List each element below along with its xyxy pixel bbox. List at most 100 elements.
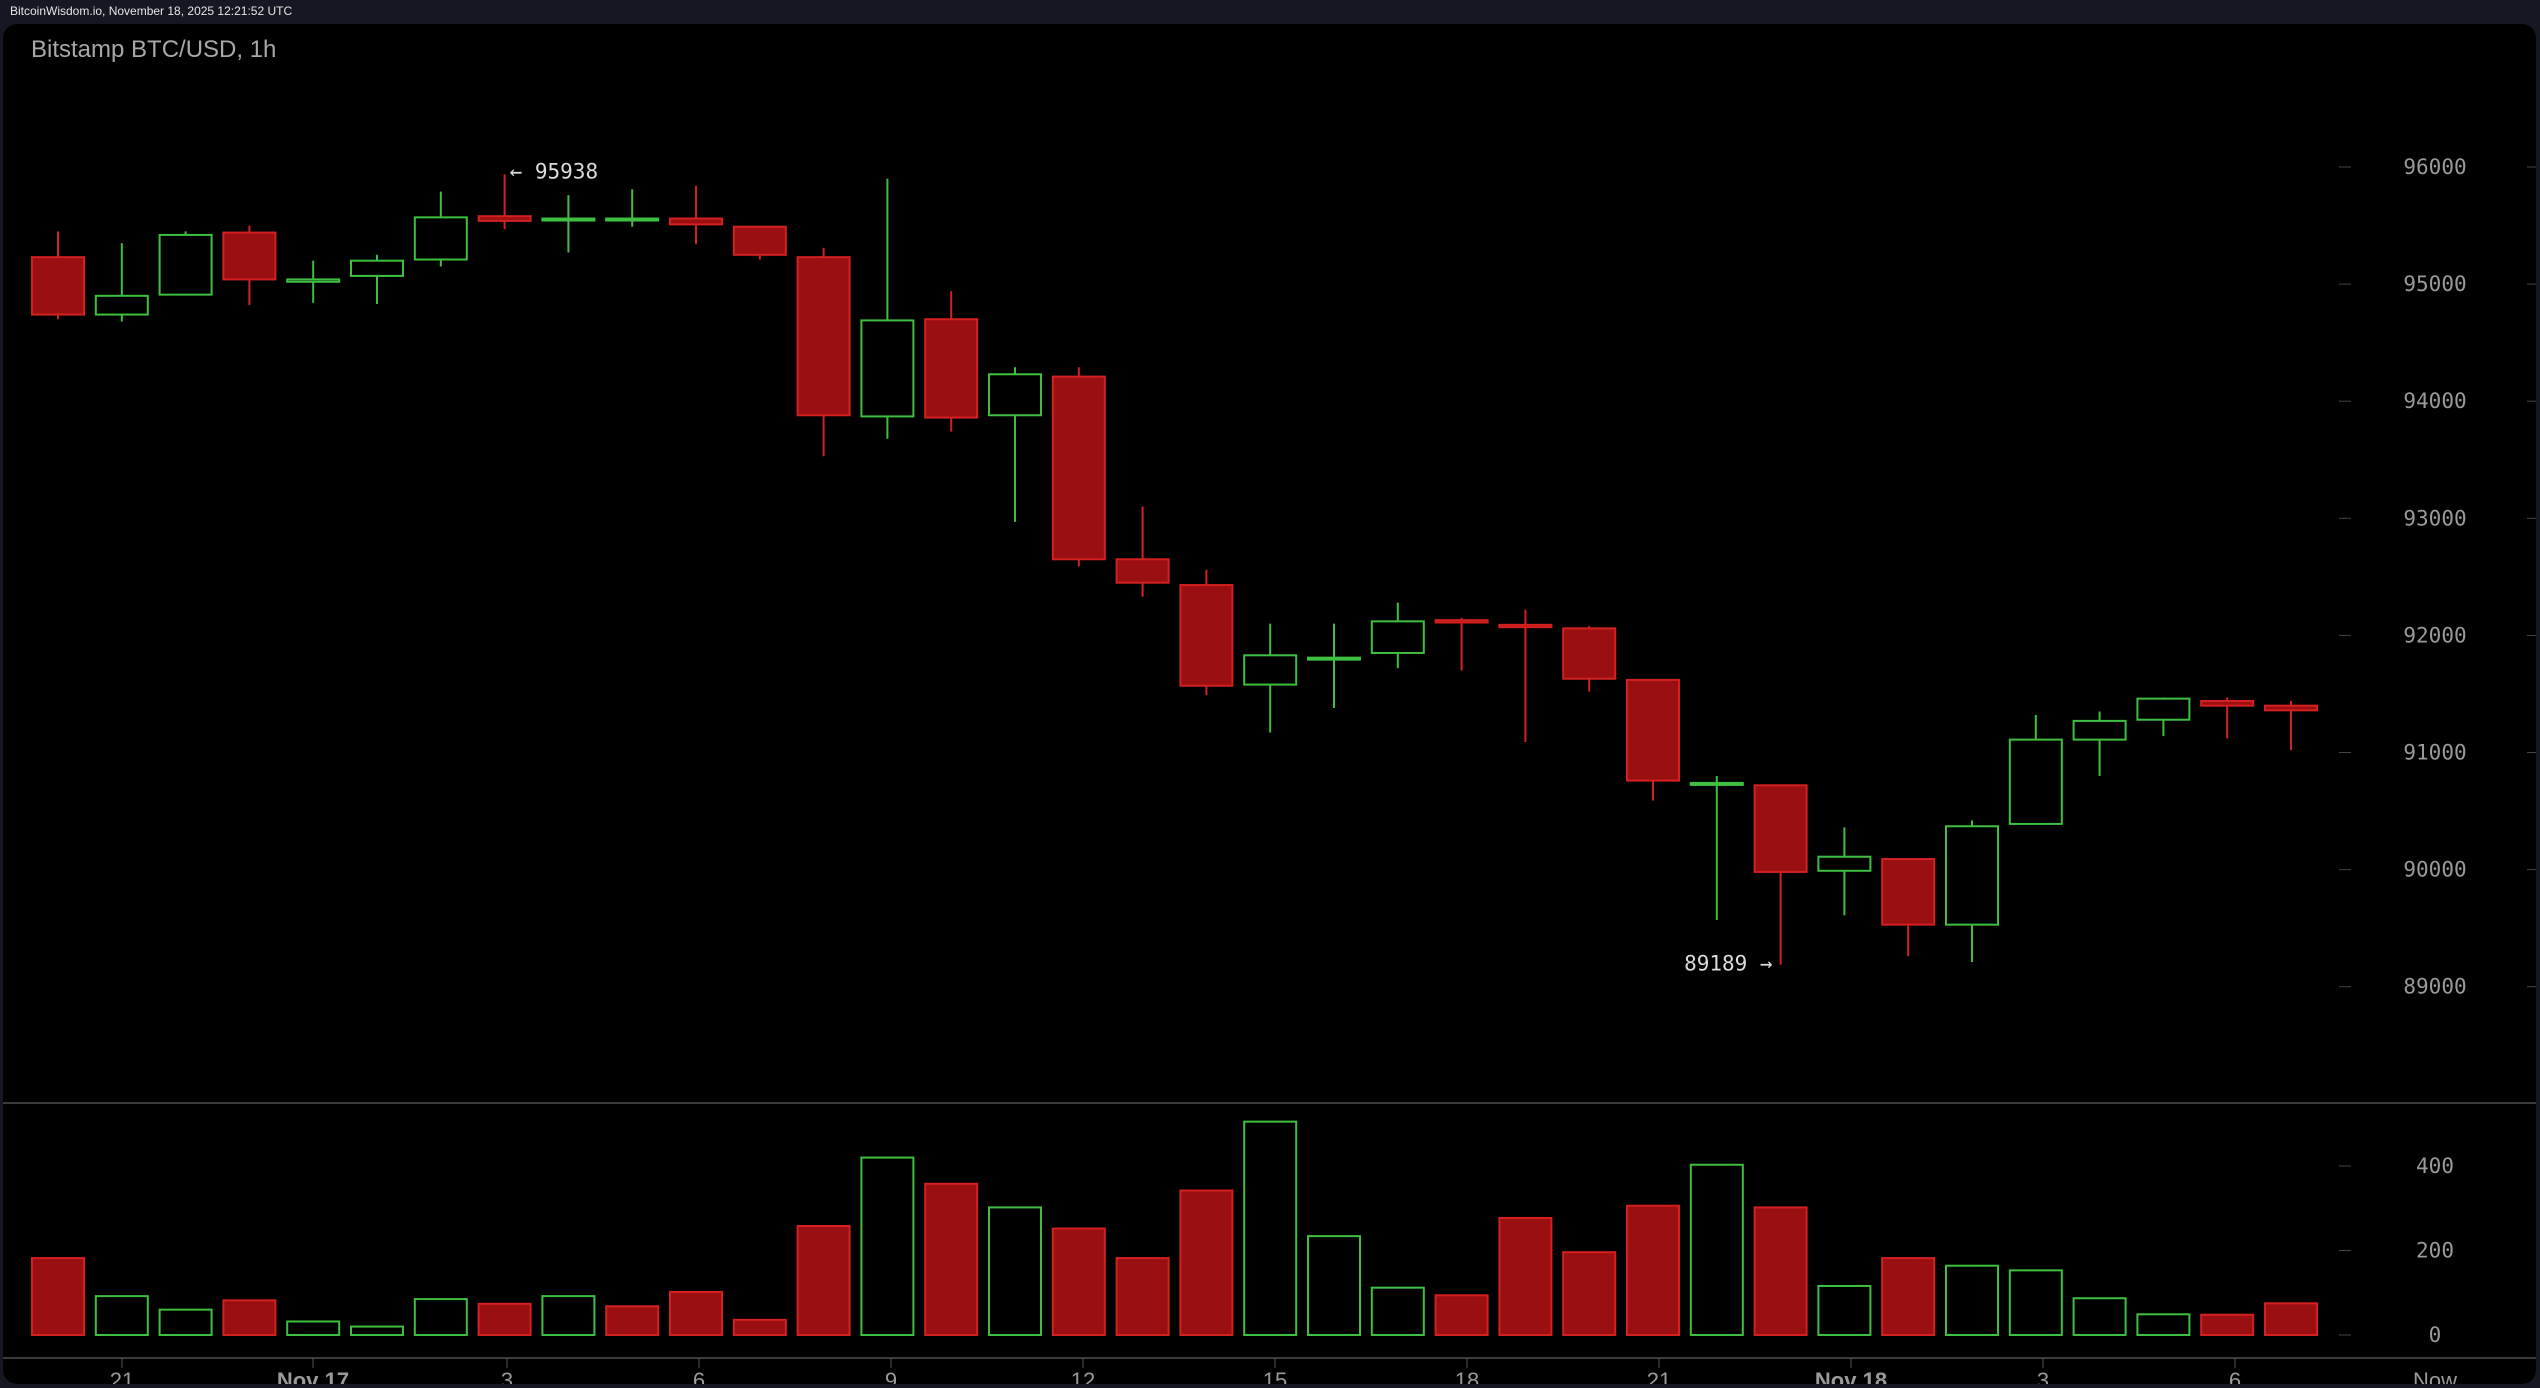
volume-bar[interactable] bbox=[605, 1305, 660, 1337]
candle[interactable] bbox=[94, 243, 149, 322]
volume-axis-label: 0 bbox=[2429, 1323, 2442, 1347]
high-annotation: ← 95938 bbox=[510, 159, 599, 183]
price-axis-label: 94000 bbox=[2403, 389, 2466, 413]
volume-bar[interactable] bbox=[1115, 1257, 1170, 1336]
candle[interactable] bbox=[350, 254, 404, 305]
volume-bar[interactable] bbox=[1753, 1206, 1808, 1337]
time-axis-label: 21 bbox=[110, 1368, 134, 1384]
volume-bar[interactable] bbox=[732, 1318, 787, 1337]
candle[interactable] bbox=[669, 185, 723, 245]
candle[interactable] bbox=[1881, 858, 1936, 957]
volume-bar[interactable] bbox=[2008, 1269, 2063, 1337]
candle[interactable] bbox=[1051, 367, 1106, 567]
time-axis-label: 15 bbox=[1263, 1368, 1287, 1384]
volume-bar[interactable] bbox=[1370, 1286, 1425, 1337]
candle[interactable] bbox=[1115, 506, 1170, 597]
candle[interactable] bbox=[222, 225, 277, 306]
candle[interactable] bbox=[286, 260, 341, 303]
volume-bar[interactable] bbox=[2136, 1313, 2191, 1336]
time-axis-label: 6 bbox=[2229, 1368, 2241, 1384]
time-axis-label: Nov 17 bbox=[277, 1368, 349, 1384]
time-axis-label: 3 bbox=[501, 1368, 513, 1384]
chart-title: Bitstamp BTC/USD, 1h bbox=[31, 36, 277, 63]
candle[interactable] bbox=[1626, 678, 1680, 801]
low-annotation: 89189 → bbox=[1684, 952, 1773, 976]
volume-bar[interactable] bbox=[350, 1325, 404, 1337]
volume-bar[interactable] bbox=[860, 1156, 915, 1337]
candle[interactable] bbox=[1243, 623, 1298, 733]
time-axis-label: 9 bbox=[885, 1368, 897, 1384]
candle[interactable] bbox=[413, 191, 468, 267]
candle[interactable] bbox=[1945, 820, 1999, 963]
candle[interactable] bbox=[1562, 626, 1617, 692]
candle[interactable] bbox=[477, 174, 532, 230]
candle[interactable] bbox=[31, 231, 85, 320]
volume-bar[interactable] bbox=[669, 1290, 723, 1337]
candle[interactable] bbox=[796, 247, 851, 457]
volume-bar[interactable] bbox=[222, 1299, 277, 1336]
time-axis-label: 12 bbox=[1071, 1368, 1095, 1384]
time-axis-label: 6 bbox=[693, 1368, 705, 1384]
price-axis-label: 89000 bbox=[2403, 975, 2466, 999]
volume-bar[interactable] bbox=[796, 1224, 851, 1336]
time-axis-label: Now bbox=[2413, 1368, 2457, 1384]
volume-bar[interactable] bbox=[1243, 1120, 1298, 1336]
volume-bar[interactable] bbox=[1562, 1251, 1617, 1336]
volume-axis-label: 200 bbox=[2416, 1239, 2454, 1263]
candle[interactable] bbox=[988, 367, 1042, 522]
candle[interactable] bbox=[541, 195, 596, 253]
volume-bar[interactable] bbox=[477, 1302, 532, 1336]
volume-bar[interactable] bbox=[924, 1182, 979, 1336]
time-axis-label: 3 bbox=[2037, 1368, 2049, 1384]
volume-bar[interactable] bbox=[1689, 1163, 1744, 1337]
volume-bar[interactable] bbox=[158, 1308, 213, 1337]
candle[interactable] bbox=[732, 225, 787, 260]
candle[interactable] bbox=[1498, 609, 1553, 742]
volume-bar[interactable] bbox=[2264, 1302, 2318, 1336]
candle[interactable] bbox=[1753, 784, 1808, 965]
candle[interactable] bbox=[1307, 623, 1361, 709]
volume-bar[interactable] bbox=[2200, 1313, 2255, 1336]
candle[interactable] bbox=[1179, 569, 1234, 696]
volume-bar[interactable] bbox=[1179, 1189, 1234, 1336]
volume-bar[interactable] bbox=[1945, 1264, 1999, 1336]
price-axis-label: 92000 bbox=[2403, 623, 2466, 647]
candle[interactable] bbox=[1370, 602, 1425, 669]
volume-bar[interactable] bbox=[1434, 1294, 1489, 1337]
volume-bar[interactable] bbox=[1307, 1235, 1361, 1337]
volume-bar[interactable] bbox=[413, 1298, 468, 1337]
volume-bar[interactable] bbox=[541, 1295, 596, 1337]
price-axis-label: 95000 bbox=[2403, 272, 2466, 296]
time-axis-label: 21 bbox=[1647, 1368, 1671, 1384]
time-axis-label: Nov 18 bbox=[1815, 1368, 1887, 1384]
chart-panel: Bitstamp BTC/USD, 1h 89000 90000 91000 9200… bbox=[3, 24, 2536, 1384]
price-volume-chart[interactable]: 8900090000910009200093000940009500096000… bbox=[3, 24, 2536, 1384]
candle[interactable] bbox=[924, 291, 979, 432]
candle[interactable] bbox=[2264, 700, 2318, 751]
price-axis-label: 96000 bbox=[2403, 155, 2466, 179]
candle[interactable] bbox=[1434, 617, 1489, 671]
candle[interactable] bbox=[2136, 697, 2191, 737]
candle[interactable] bbox=[1689, 775, 1744, 920]
candle[interactable] bbox=[860, 178, 915, 439]
candle[interactable] bbox=[1817, 827, 1872, 916]
volume-bar[interactable] bbox=[1498, 1216, 1553, 1337]
volume-bar[interactable] bbox=[1881, 1257, 1936, 1336]
price-axis-label: 91000 bbox=[2403, 741, 2466, 765]
volume-bar[interactable] bbox=[31, 1257, 85, 1336]
volume-bar[interactable] bbox=[1626, 1204, 1680, 1336]
price-axis-label: 90000 bbox=[2403, 858, 2466, 882]
candle[interactable] bbox=[2008, 715, 2063, 825]
candle[interactable] bbox=[605, 189, 660, 227]
candle[interactable] bbox=[2200, 697, 2255, 739]
volume-bar[interactable] bbox=[988, 1206, 1042, 1337]
volume-bar[interactable] bbox=[286, 1320, 341, 1336]
candle[interactable] bbox=[158, 231, 213, 296]
volume-bar[interactable] bbox=[1051, 1227, 1106, 1337]
source-timestamp: BitcoinWisdom.io, November 18, 2025 12:2… bbox=[10, 4, 293, 18]
volume-bar[interactable] bbox=[94, 1295, 149, 1337]
volume-bar[interactable] bbox=[1817, 1284, 1872, 1336]
price-axis-label: 93000 bbox=[2403, 506, 2466, 530]
candle[interactable] bbox=[2072, 711, 2127, 776]
volume-bar[interactable] bbox=[2072, 1297, 2127, 1337]
